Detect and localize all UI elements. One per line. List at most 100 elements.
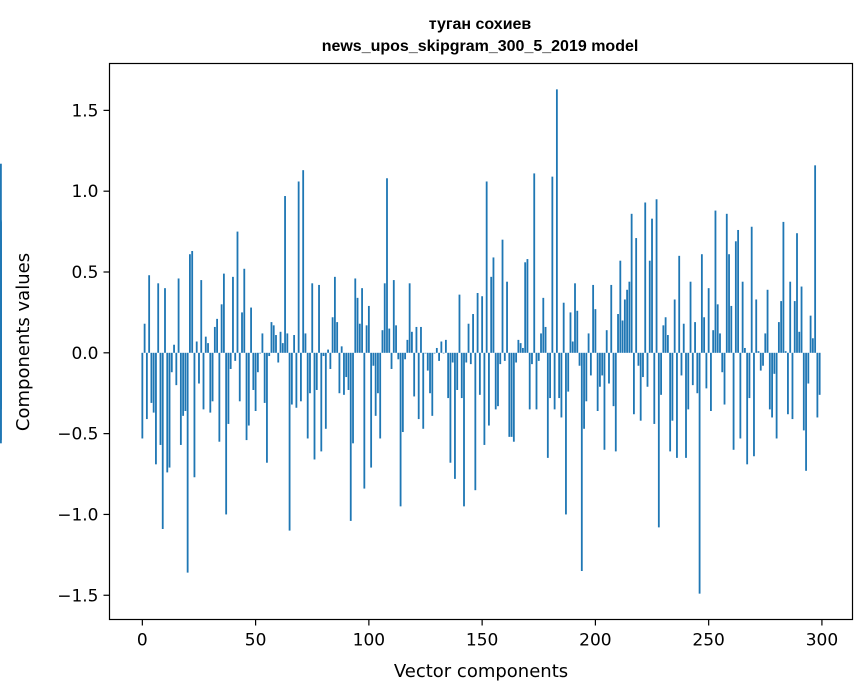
bar	[229, 352, 232, 369]
bar	[356, 297, 359, 353]
y-tick-label: −1.5	[57, 586, 98, 606]
bar	[741, 281, 744, 353]
bar	[302, 170, 305, 353]
bar	[734, 241, 737, 353]
bar	[555, 89, 558, 353]
bar	[399, 352, 402, 507]
bar	[508, 352, 511, 437]
bar	[275, 335, 277, 353]
bar	[764, 333, 767, 353]
chart-title: туган сохиев	[429, 16, 532, 33]
bar	[179, 352, 182, 445]
bar	[175, 352, 178, 386]
bar	[238, 352, 241, 402]
bar	[535, 352, 538, 410]
bar	[173, 344, 175, 353]
bar	[256, 352, 259, 373]
bar	[698, 352, 701, 594]
bar	[768, 352, 771, 410]
bar	[565, 352, 567, 515]
bar	[782, 221, 785, 353]
bar	[463, 352, 465, 507]
bar	[189, 254, 191, 353]
bar	[184, 352, 187, 411]
bar	[571, 341, 574, 353]
bar	[492, 257, 495, 353]
bar	[327, 349, 329, 353]
bar	[401, 352, 404, 433]
bar	[216, 318, 218, 353]
bar	[370, 352, 373, 468]
bar	[691, 352, 694, 386]
bar	[610, 284, 613, 353]
y-tick-label: 1.0	[71, 182, 98, 202]
bar	[177, 278, 180, 353]
bar	[458, 294, 461, 353]
bar	[243, 268, 246, 353]
bar	[601, 352, 604, 376]
bar	[440, 341, 443, 353]
bar	[324, 352, 327, 429]
bar	[569, 312, 572, 353]
bar	[531, 352, 533, 365]
bar	[467, 323, 470, 353]
bar	[775, 352, 778, 439]
bar	[773, 352, 776, 374]
bar	[232, 276, 234, 353]
bar	[596, 352, 599, 411]
bar	[655, 199, 658, 353]
bar	[182, 352, 185, 416]
bar	[207, 343, 209, 353]
bar	[784, 351, 787, 353]
bar	[696, 352, 699, 394]
bar	[465, 352, 468, 363]
bar	[186, 352, 189, 573]
bar	[811, 338, 814, 353]
bar	[474, 352, 477, 491]
bar	[395, 325, 397, 353]
bar	[422, 352, 425, 429]
bar	[361, 288, 363, 353]
bar	[340, 346, 343, 353]
bar	[433, 352, 436, 354]
bar	[358, 323, 361, 353]
bar	[517, 339, 520, 353]
bar	[345, 352, 348, 378]
bar	[766, 289, 769, 353]
bar	[791, 352, 794, 420]
bar	[413, 352, 416, 397]
bar	[666, 335, 669, 353]
bar	[499, 352, 502, 365]
bar	[802, 352, 805, 431]
bar	[472, 314, 474, 353]
bar	[290, 352, 293, 405]
bar	[161, 352, 164, 529]
x-tick-label: 200	[579, 631, 611, 651]
bar	[533, 173, 536, 353]
bar	[408, 283, 411, 353]
bar	[404, 352, 407, 360]
bar	[150, 352, 153, 403]
bar	[318, 284, 320, 353]
bar	[739, 352, 742, 439]
bar	[288, 352, 291, 531]
y-tick-label: 0.0	[71, 344, 98, 364]
y-tick-label: 0.5	[71, 263, 98, 283]
bar	[336, 322, 339, 353]
bar	[540, 333, 542, 353]
bar	[331, 317, 334, 353]
bar	[297, 181, 300, 353]
bar	[281, 343, 284, 353]
bar	[343, 352, 345, 395]
bar	[746, 352, 749, 465]
bar	[814, 165, 817, 353]
plot-frame	[108, 62, 854, 621]
bar	[567, 352, 570, 392]
bar	[712, 330, 715, 353]
y-ticks-group: −1.5 −1.0 −0.5 0.0 0.5 1.0 1.5	[57, 101, 110, 606]
bar	[494, 352, 497, 410]
bar	[816, 352, 819, 418]
bar	[669, 352, 672, 452]
bar	[263, 352, 266, 403]
bar	[630, 213, 633, 353]
